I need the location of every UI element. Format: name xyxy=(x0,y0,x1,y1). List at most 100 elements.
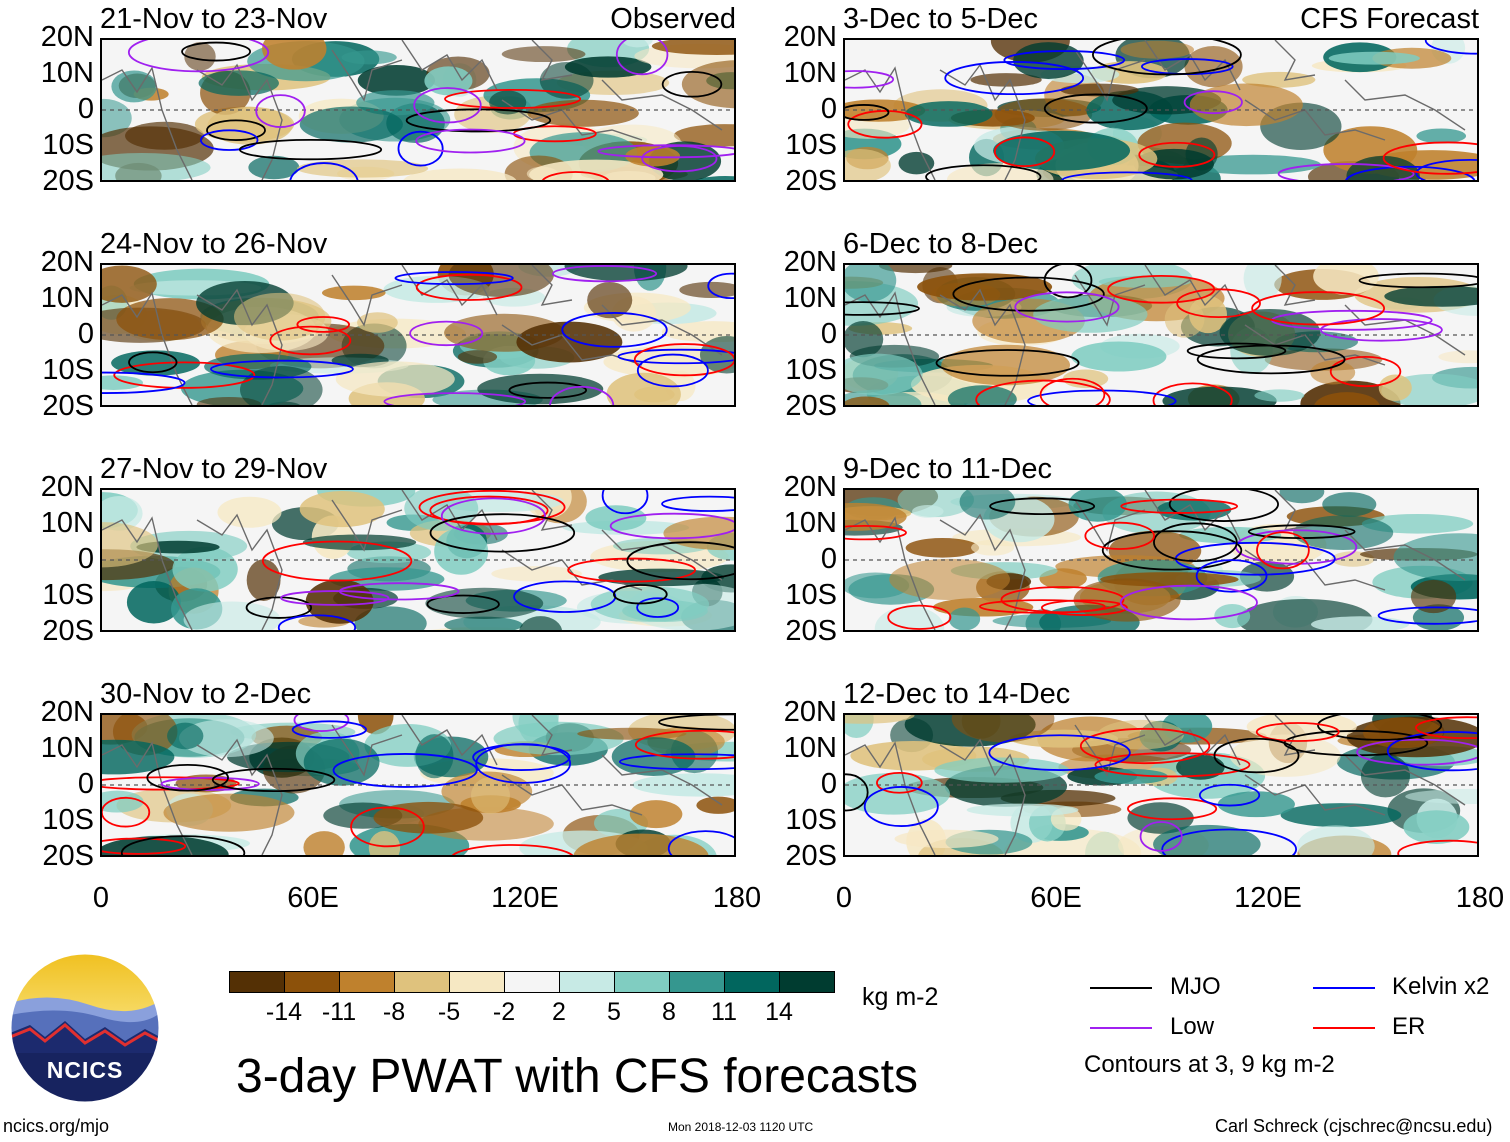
colorbar-label: 11 xyxy=(711,998,737,1026)
map-panel xyxy=(100,263,736,407)
footer-credit: Carl Schreck (cjschrec@ncsu.edu) xyxy=(1215,1116,1493,1136)
panel-title: 3-Dec to 5-Dec xyxy=(843,3,1039,35)
legend-label-er: ER xyxy=(1392,1013,1426,1040)
legend-label-kelvin: Kelvin x2 xyxy=(1392,973,1490,1000)
lon-label: 60E xyxy=(287,882,339,914)
colorbar-label: -2 xyxy=(492,998,516,1026)
lat-label: 20S xyxy=(785,165,837,197)
lat-label: 10S xyxy=(785,579,837,611)
map-panel xyxy=(843,488,1479,632)
ncics-logo: NCICS xyxy=(10,953,160,1103)
lat-label: 20N xyxy=(40,696,94,728)
lat-label: 20N xyxy=(40,21,94,53)
colorbar-swatch xyxy=(559,971,615,993)
legend-label-low: Low xyxy=(1170,1013,1215,1040)
colorbar-swatch xyxy=(779,971,835,993)
colorbar-swatch xyxy=(339,971,395,993)
map-panel xyxy=(843,263,1479,407)
map-panel xyxy=(100,488,736,632)
map-panel xyxy=(843,713,1479,857)
lat-label: 10S xyxy=(42,579,94,611)
lat-label: 0 xyxy=(820,93,837,125)
lat-label: 0 xyxy=(820,768,837,800)
legend-label-mjo: MJO xyxy=(1170,973,1221,1000)
lat-label: 20S xyxy=(785,390,837,422)
lat-label: 20S xyxy=(42,165,94,197)
colorbar-label: -8 xyxy=(382,998,406,1026)
panel-source-tag: Observed xyxy=(610,3,736,35)
colorbar-swatch xyxy=(229,971,285,993)
map-panel xyxy=(843,38,1479,182)
footer-url: ncics.org/mjo xyxy=(3,1116,110,1136)
lon-label: 180 xyxy=(1455,882,1505,914)
pwat-field xyxy=(845,715,1477,855)
legend-note: Contours at 3, 9 kg m-2 xyxy=(1084,1051,1335,1078)
lat-label: 20N xyxy=(783,696,837,728)
lat-label: 0 xyxy=(77,93,94,125)
lat-label: 20N xyxy=(40,246,94,278)
pwat-field xyxy=(102,490,734,630)
logo-text: NCICS xyxy=(46,1057,124,1083)
colorbar-swatch xyxy=(504,971,560,993)
colorbar-swatch xyxy=(614,971,670,993)
lat-label: 10S xyxy=(785,354,837,386)
lat-label: 20N xyxy=(783,246,837,278)
lat-label: 10S xyxy=(42,129,94,161)
colorbar-label: 2 xyxy=(552,998,566,1026)
lat-label: 20S xyxy=(785,840,837,872)
panel-title: 24-Nov to 26-Nov xyxy=(100,228,328,260)
lat-label: 0 xyxy=(77,543,94,575)
panel-title: 9-Dec to 11-Dec xyxy=(843,453,1052,485)
pwat-field xyxy=(102,715,734,855)
lat-label: 20S xyxy=(42,615,94,647)
colorbar-swatch xyxy=(284,971,340,993)
lat-label: 10N xyxy=(40,57,94,89)
colorbar-swatch xyxy=(724,971,780,993)
lat-label: 10S xyxy=(785,129,837,161)
lat-label: 0 xyxy=(820,318,837,350)
lat-label: 20N xyxy=(783,471,837,503)
colorbar-label: 8 xyxy=(662,998,676,1026)
lat-label: 10N xyxy=(40,282,94,314)
lat-label: 20N xyxy=(783,21,837,53)
lat-label: 0 xyxy=(77,318,94,350)
footer-timestamp: Mon 2018-12-03 1120 UTC xyxy=(668,1120,814,1134)
panel-title: 30-Nov to 2-Dec xyxy=(100,678,312,710)
legend-swatch-mjo xyxy=(1090,987,1152,989)
pwat-field xyxy=(845,40,1477,180)
panel-source-tag: CFS Forecast xyxy=(1300,3,1479,35)
lat-label: 10N xyxy=(40,507,94,539)
colorbar-swatch xyxy=(449,971,505,993)
panel-title: 6-Dec to 8-Dec xyxy=(843,228,1039,260)
colorbar-label: -11 xyxy=(321,998,357,1026)
pwat-field xyxy=(102,40,734,180)
lat-label: 20S xyxy=(42,390,94,422)
legend-swatch-er xyxy=(1313,1027,1375,1029)
lat-label: 10N xyxy=(783,732,837,764)
lat-label: 20S xyxy=(42,840,94,872)
map-panel xyxy=(100,38,736,182)
colorbar-units: kg m-2 xyxy=(862,983,939,1011)
lon-label: 60E xyxy=(1030,882,1082,914)
lat-label: 0 xyxy=(77,768,94,800)
lon-label: 120E xyxy=(491,882,559,914)
colorbar-label: 14 xyxy=(765,998,793,1026)
pwat-field xyxy=(845,490,1477,630)
colorbar-swatch xyxy=(394,971,450,993)
lat-label: 10N xyxy=(783,507,837,539)
panel-title: 12-Dec to 14-Dec xyxy=(843,678,1071,710)
pwat-field xyxy=(102,265,734,405)
lat-label: 10S xyxy=(785,804,837,836)
colorbar-label: 5 xyxy=(607,998,621,1026)
main-title: 3-day PWAT with CFS forecasts xyxy=(236,1050,918,1103)
lat-label: 10N xyxy=(40,732,94,764)
lat-label: 10N xyxy=(783,57,837,89)
panel-title: 21-Nov to 23-Nov xyxy=(100,3,328,35)
lat-label: 10S xyxy=(42,804,94,836)
colorbar-swatch xyxy=(669,971,725,993)
pwat-field xyxy=(845,265,1477,405)
legend-swatch-kelvin xyxy=(1313,987,1375,989)
lon-label: 0 xyxy=(835,882,853,914)
colorbar-label: -5 xyxy=(437,998,461,1026)
lon-label: 0 xyxy=(92,882,110,914)
